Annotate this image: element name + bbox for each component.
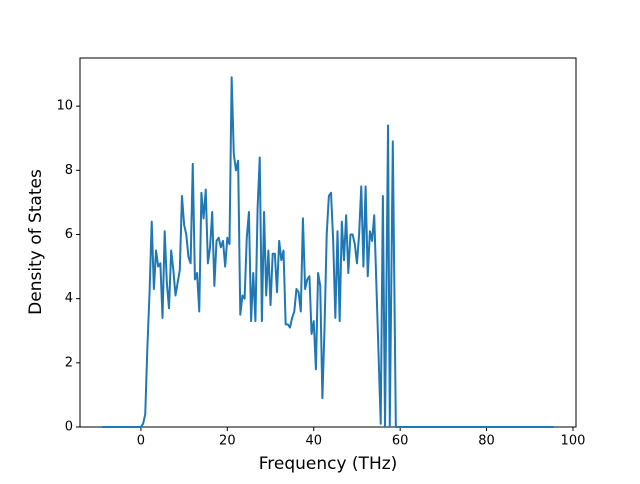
x-tick-label: 20 [219,434,236,449]
x-tick-label: 60 [392,434,409,449]
x-tick-label: 40 [305,434,322,449]
plot-frame [79,57,577,428]
x-tick-label: 100 [561,434,586,449]
y-tick-label: 0 [65,420,73,435]
y-axis-label: Density of States [26,169,46,315]
y-tick-label: 2 [65,355,73,370]
x-tick-label: 0 [137,434,145,449]
x-axis-label: Frequency (THz) [259,454,398,474]
y-tick-label: 10 [56,99,73,114]
y-tick-label: 4 [65,291,73,306]
data-line [102,76,554,428]
x-tick-label: 80 [478,434,495,449]
y-tick-label: 8 [65,163,73,178]
y-tick-label: 6 [65,227,73,242]
